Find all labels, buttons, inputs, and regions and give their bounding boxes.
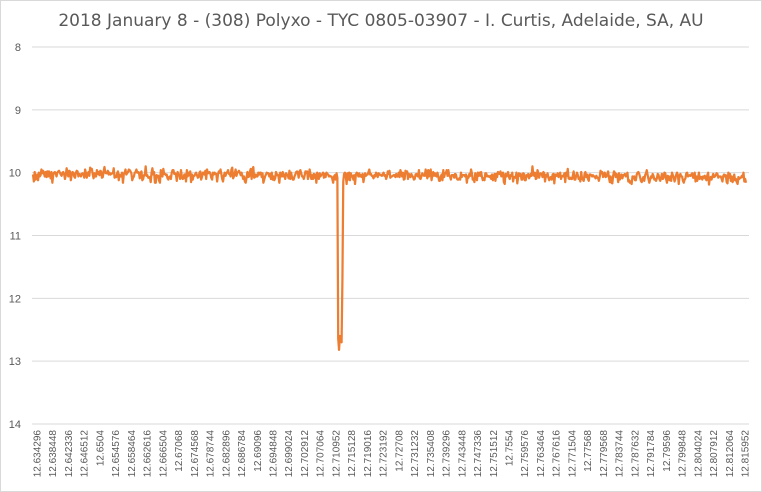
x-tick-label: 12.812064 [725,430,736,478]
x-tick-label: 12.654576 [111,430,122,478]
x-tick-label: 12.6504 [95,430,106,467]
x-tick-label: 12.731232 [410,430,421,478]
x-tick-label: 12.72708 [394,430,405,472]
x-tick-label: 12.666504 [158,430,169,478]
x-tick-label: 12.739296 [442,430,453,478]
x-tick-label: 12.815952 [741,430,752,478]
x-tick-label: 12.79596 [662,430,673,472]
y-tick-label: 10 [9,168,21,180]
x-tick-label: 12.702912 [300,430,311,478]
x-tick-label: 12.707064 [316,430,327,478]
x-tick-label: 12.662616 [143,430,154,478]
y-tick-label: 13 [9,356,21,368]
x-tick-label: 12.767616 [552,430,563,478]
x-tick-label: 12.719016 [363,430,374,478]
x-tick-label: 12.787632 [630,430,641,478]
y-tick-label: 11 [10,231,21,243]
series-line [31,165,748,351]
x-tick-label: 12.658464 [127,430,138,478]
y-tick-label: 8 [15,42,21,54]
x-tick-label: 12.699024 [284,430,295,478]
x-tick-label: 12.804024 [693,430,704,478]
x-tick-label: 12.807912 [709,430,720,478]
y-tick-label: 14 [9,419,21,431]
x-tick-label: 12.759576 [520,430,531,478]
x-tick-label: 12.642336 [64,430,75,478]
x-tick-label: 12.638448 [48,430,59,478]
x-tick-label: 12.7554 [505,430,516,467]
x-tick-label: 12.723192 [379,430,390,478]
series-area [31,165,748,351]
x-tick-label: 12.682896 [221,430,232,478]
x-tick-label: 12.763464 [536,430,547,478]
x-tick-label: 12.735408 [426,430,437,478]
x-tick-label: 12.710952 [331,430,342,478]
x-tick-label: 12.771504 [567,430,578,478]
x-tick-label: 12.779568 [599,430,610,478]
y-tick-label: 9 [15,105,21,117]
x-tick-label: 12.69096 [253,430,264,472]
chart-title: 2018 January 8 - (308) Polyxo - TYC 0805… [58,11,704,31]
x-tick-label: 12.751512 [489,430,500,478]
x-tick-label: 12.634296 [33,430,44,478]
y-axis: 8 9 10 11 12 13 14 [9,42,21,431]
x-tick-label: 12.678744 [206,430,217,478]
x-tick-label: 12.694848 [269,430,280,478]
x-tick-label: 12.715128 [347,430,358,478]
x-tick-label: 12.783744 [615,430,626,478]
x-tick-label: 12.67068 [174,430,185,472]
x-tick-label: 12.791784 [646,430,657,478]
x-tick-label: 12.646512 [80,430,91,478]
y-tick-label: 12 [9,293,21,305]
x-tick-label: 12.77568 [583,430,594,472]
x-tick-label: 12.747336 [473,430,484,478]
gridlines [32,46,749,425]
x-tick-label: 12.799848 [678,430,689,478]
x-tick-label: 12.674568 [190,430,201,478]
x-tick-label: 12.686784 [237,430,248,478]
x-axis: 12.634296 12.638448 12.642336 12.646512 12.6… [33,430,752,478]
x-tick-label: 12.743448 [457,430,468,478]
